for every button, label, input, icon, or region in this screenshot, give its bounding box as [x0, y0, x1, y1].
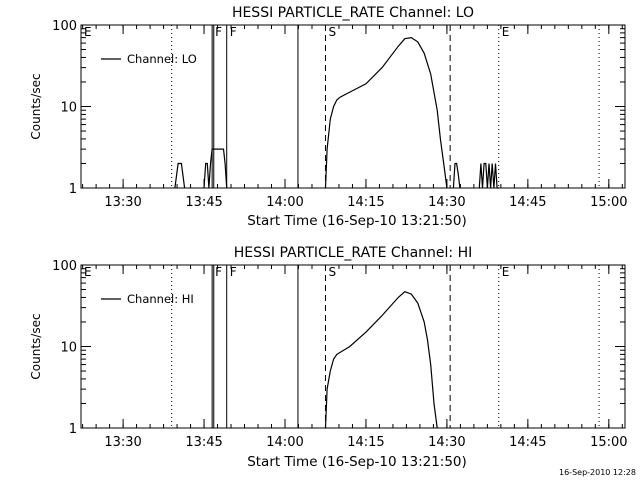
x-tick-label: 13:30 — [104, 195, 141, 210]
plot-frame — [80, 264, 626, 429]
x-tick-label: 14:00 — [266, 435, 303, 450]
event-marker-label: F — [230, 25, 237, 39]
event-marker-label: E — [84, 25, 92, 39]
event-marker-label: F — [215, 265, 222, 279]
x-tick-label: 14:45 — [509, 195, 546, 210]
series-line — [324, 291, 438, 429]
y-tick-label: 100 — [52, 19, 77, 34]
event-marker-label: S — [328, 25, 336, 39]
y-tick-label: 1 — [69, 422, 77, 437]
legend-label: Channel: LO — [127, 52, 197, 66]
x-tick-label: 13:45 — [185, 435, 222, 450]
y-axis-label: Counts/sec — [29, 313, 43, 379]
plot-frame — [80, 24, 626, 189]
chart-panel-1: HESSI PARTICLE_RATE Channel: HI 1 10 100 13:… — [29, 245, 628, 470]
x-tick-label: 14:15 — [347, 195, 384, 210]
x-tick-label: 13:30 — [104, 435, 141, 450]
y-tick-label: 10 — [60, 101, 77, 116]
event-marker-label: E — [502, 265, 510, 279]
series-line — [324, 36, 448, 189]
event-marker-label: F — [230, 265, 237, 279]
chart-panel-0: HESSI PARTICLE_RATE Channel: LO 1 10 100 13:… — [29, 5, 628, 229]
timestamp-label: 16-Sep-2010 12:28 — [559, 468, 636, 477]
x-tick-label: 14:00 — [266, 195, 303, 210]
chart-title: HESSI PARTICLE_RATE Channel: LO — [232, 5, 474, 21]
y-axis-label: Counts/sec — [29, 73, 43, 139]
event-marker-label: E — [84, 265, 92, 279]
y-tick-label: 1 — [69, 182, 77, 197]
series-line — [452, 162, 461, 189]
x-tick-label: 14:15 — [347, 435, 384, 450]
x-axis-label: Start Time (16-Sep-10 13:21:50) — [247, 454, 467, 470]
event-marker-label: S — [328, 265, 336, 279]
x-tick-label: 13:45 — [185, 195, 222, 210]
x-tick-label: 14:30 — [428, 195, 465, 210]
event-marker-label: F — [215, 25, 222, 39]
series-line — [478, 162, 499, 189]
legend-label: Channel: HI — [127, 292, 194, 306]
x-tick-label: 14:30 — [428, 435, 465, 450]
event-marker-label: E — [502, 25, 510, 39]
series-line — [203, 148, 228, 189]
y-tick-label: 100 — [52, 259, 77, 274]
series-line — [174, 162, 186, 189]
x-tick-label: 14:45 — [509, 435, 546, 450]
chart-title: HESSI PARTICLE_RATE Channel: HI — [234, 245, 472, 261]
x-tick-label: 15:00 — [590, 195, 627, 210]
x-axis-label: Start Time (16-Sep-10 13:21:50) — [247, 213, 467, 229]
x-tick-label: 15:00 — [590, 435, 627, 450]
y-tick-label: 10 — [60, 341, 77, 356]
